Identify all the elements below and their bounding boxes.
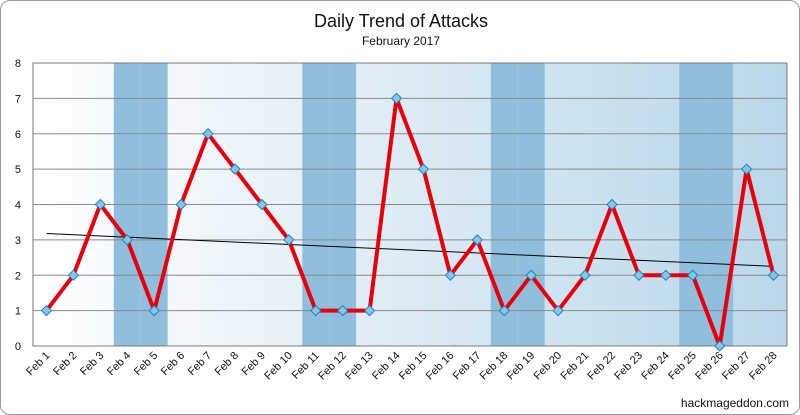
- data-points: [40, 92, 780, 352]
- y-tick-label: 0: [15, 341, 21, 353]
- x-tick-label: Feb 26: [693, 350, 726, 383]
- data-point-feb-2: [67, 269, 80, 281]
- x-tick-label: Feb 10: [262, 350, 295, 383]
- data-point-feb-6: [175, 198, 187, 211]
- x-tick-label: Feb 13: [343, 350, 376, 383]
- x-tick-label: Feb 20: [532, 350, 565, 383]
- data-point-feb-8: [229, 163, 241, 175]
- x-tick-label: Feb 19: [505, 350, 538, 383]
- data-point-feb-12: [336, 304, 349, 317]
- data-point-feb-16: [444, 269, 457, 281]
- y-tick-label: 3: [15, 235, 21, 247]
- x-tick-label: Feb 23: [612, 350, 645, 383]
- attacks-line: [44, 96, 776, 348]
- chart-subtitle: February 2017: [362, 34, 440, 48]
- y-tick-label: 2: [15, 270, 21, 282]
- data-point-feb-15: [417, 163, 430, 175]
- plot-border: [32, 62, 788, 347]
- x-tick-label: Feb 2: [51, 350, 79, 378]
- trendline-path: [46, 233, 774, 267]
- trendline: [46, 233, 774, 267]
- x-tick-label: Feb 18: [478, 350, 511, 383]
- x-tick-label: Feb 8: [213, 350, 241, 378]
- x-tick-label: Feb 25: [666, 350, 699, 383]
- x-tick-label: Feb 15: [397, 350, 430, 383]
- x-tick-label: Feb 22: [585, 350, 618, 383]
- y-tick-label: 8: [15, 58, 21, 70]
- x-tick-label: Feb 27: [720, 350, 753, 383]
- x-tick-label: Feb 4: [105, 350, 133, 378]
- x-tick-label: Feb 6: [159, 350, 187, 378]
- data-point-feb-3: [94, 198, 107, 211]
- data-point-feb-4: [121, 234, 133, 246]
- data-point-feb-10: [283, 234, 295, 246]
- data-point-feb-27: [740, 163, 753, 175]
- data-point-feb-11: [310, 304, 322, 317]
- data-point-feb-19: [525, 269, 537, 281]
- credit-text: hackmageddon.com: [681, 396, 789, 410]
- data-point-feb-21: [579, 269, 591, 281]
- x-tick-label: Feb 1: [24, 350, 52, 378]
- x-tick-label: Feb 24: [639, 350, 672, 383]
- data-point-feb-18: [498, 304, 510, 317]
- y-axis-labels: 0 1 2 3 4 5 6 7 8: [15, 58, 21, 353]
- data-point-feb-13: [363, 304, 376, 317]
- y-tick-label: 6: [15, 129, 21, 141]
- data-point-feb-23: [633, 269, 645, 281]
- y-tick-label: 5: [15, 164, 21, 176]
- y-tick-label: 4: [15, 200, 21, 212]
- x-tick-label: Feb 12: [316, 350, 349, 383]
- chart-title: Daily Trend of Attacks: [314, 11, 488, 31]
- data-point-feb-1: [40, 304, 53, 317]
- data-point-feb-25: [687, 269, 699, 281]
- data-point-feb-14: [390, 92, 403, 105]
- y-tick-label: 7: [15, 93, 21, 105]
- x-tick-label: Feb 7: [186, 350, 214, 378]
- x-tick-label: Feb 16: [424, 350, 457, 383]
- data-point-feb-24: [660, 269, 672, 281]
- x-tick-label: Feb 5: [132, 350, 160, 378]
- data-point-feb-22: [606, 198, 618, 211]
- x-tick-label: Feb 11: [290, 350, 322, 382]
- x-tick-label: Feb 3: [78, 350, 106, 378]
- series-line: [44, 96, 776, 348]
- data-point-feb-5: [148, 304, 160, 317]
- data-point-feb-7: [202, 128, 214, 140]
- x-tick-label: Feb 21: [558, 350, 591, 383]
- data-point-feb-9: [256, 198, 268, 211]
- x-tick-label: Feb 14: [370, 350, 403, 383]
- data-point-feb-17: [471, 234, 484, 246]
- y-tick-label: 1: [15, 306, 21, 318]
- x-tick-label: Feb 17: [451, 350, 484, 383]
- data-point-feb-28: [767, 269, 780, 281]
- x-tick-label: Feb 28: [747, 350, 780, 383]
- data-point-feb-26: [713, 340, 726, 352]
- data-point-feb-20: [552, 304, 564, 317]
